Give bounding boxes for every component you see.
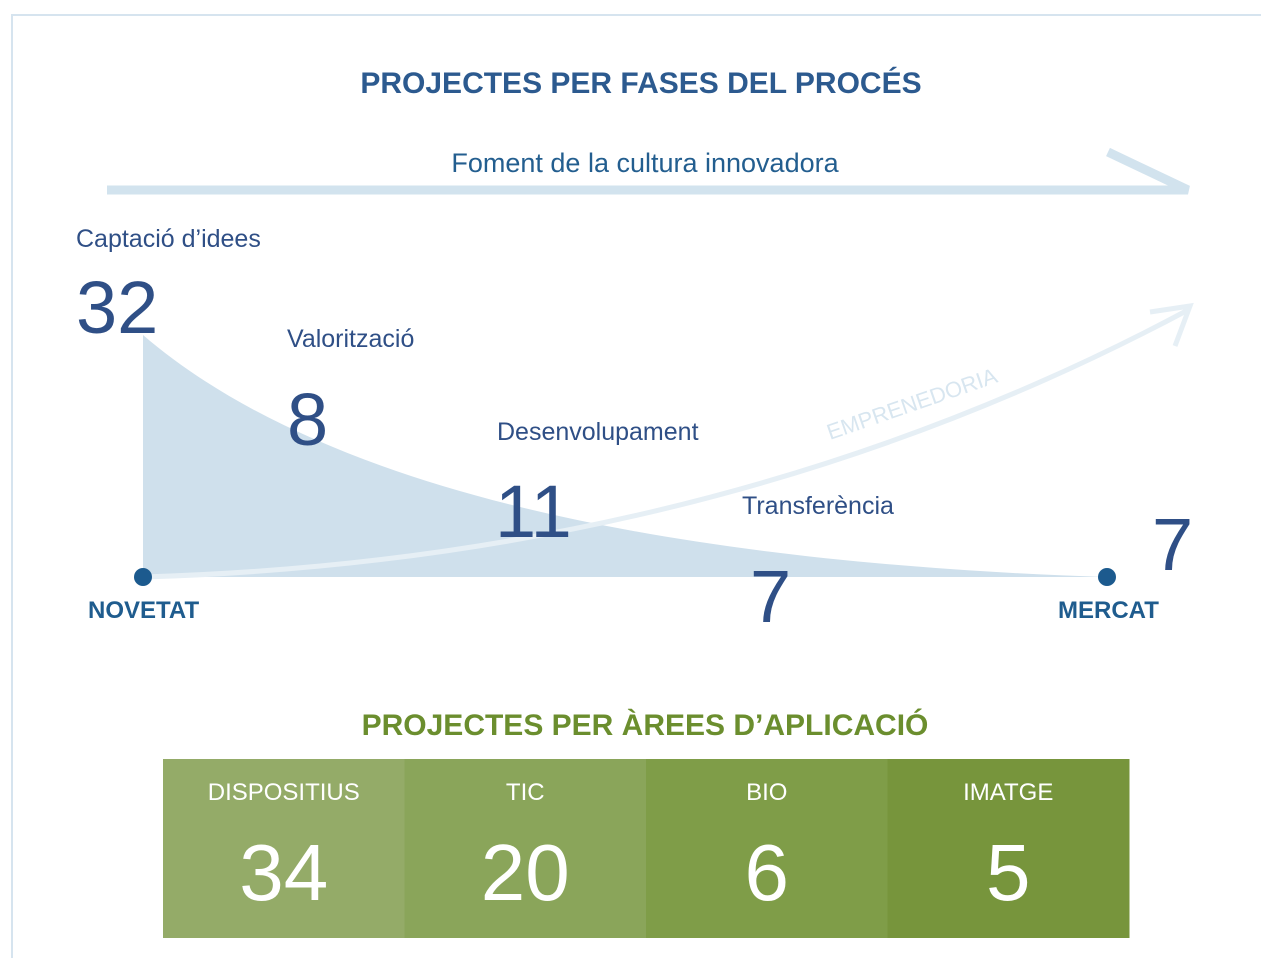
area-value: 6	[745, 828, 790, 917]
funnel-area	[143, 335, 1105, 577]
area-label: DISPOSITIUS	[208, 779, 360, 806]
end-dot	[1098, 568, 1116, 586]
phase-label: Desenvolupament	[497, 418, 699, 446]
phase-label: Captació d’idees	[76, 225, 261, 253]
area-box	[404, 759, 647, 938]
area-value: 34	[239, 828, 328, 917]
areas: DISPOSITIUS 34 TIC 20 BIO 6 IMATGE 5	[163, 759, 1130, 938]
phases-title: PROJECTES PER FASES DEL PROCÉS	[360, 66, 921, 100]
phase-value: 11	[495, 470, 572, 553]
top-arrow	[107, 147, 1190, 195]
phase-value: 7	[750, 555, 791, 638]
area-label: IMATGE	[963, 779, 1053, 806]
phase-value: 8	[287, 378, 328, 461]
area-label: TIC	[506, 779, 545, 806]
emprenedoria-arrow	[142, 302, 1194, 580]
top-arrow-label: Foment de la cultura innovadora	[451, 148, 839, 178]
market-value: 7	[1152, 503, 1193, 586]
phase-label: Valorització	[287, 325, 414, 353]
end-label: MERCAT	[1058, 597, 1159, 624]
area-value: 5	[986, 828, 1031, 917]
frame	[11, 14, 1261, 958]
area-value: 20	[481, 828, 570, 917]
areas-title: PROJECTES PER ÀREES D’APLICACIÓ	[362, 708, 929, 742]
start-dot	[134, 568, 152, 586]
area-label: BIO	[746, 779, 787, 806]
phase-value: 32	[76, 266, 158, 349]
start-label: NOVETAT	[88, 597, 199, 624]
area-box	[163, 759, 405, 938]
area-box	[646, 759, 888, 938]
area-box	[887, 759, 1130, 938]
phase-label: Transferència	[742, 492, 894, 520]
